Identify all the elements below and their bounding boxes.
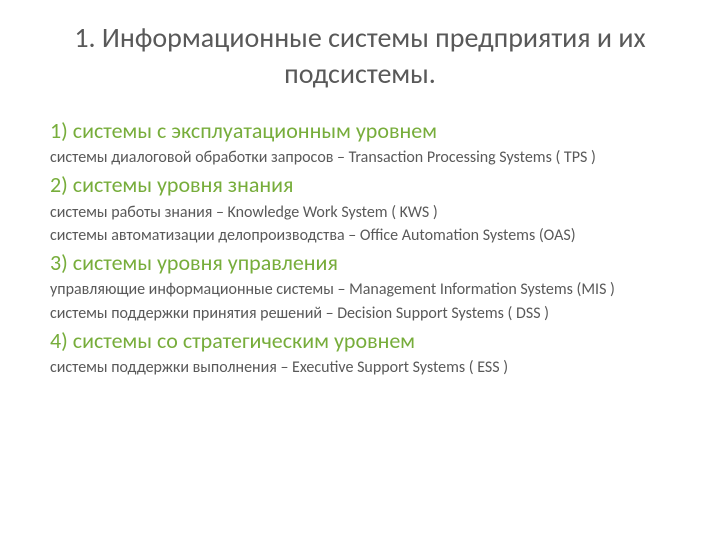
section-2-body-0: системы работы знания – Knowledge Work S… — [50, 202, 670, 224]
slide-title: 1. Информационные системы предприятия и … — [50, 20, 670, 93]
section-2-header: 2) системы уровня знания — [50, 171, 670, 200]
content-block: 1) системы с эксплуатационным уровнем си… — [50, 117, 670, 379]
section-1-header: 1) системы с эксплуатационным уровнем — [50, 117, 670, 146]
section-2-body-1: системы автоматизации делопроизводства –… — [50, 225, 670, 247]
section-4-body-0: системы поддержки выполнения – Executive… — [50, 357, 670, 379]
section-4-header: 4) системы со стратегическим уровнем — [50, 327, 670, 356]
section-3-body-0: управляющие информационные системы – Man… — [50, 279, 670, 301]
section-3-body-1: системы поддержки принятия решений – Dec… — [50, 303, 670, 325]
section-3-header: 3) системы уровня управления — [50, 249, 670, 278]
section-1-body-0: системы диалоговой обработки запросов – … — [50, 147, 670, 169]
